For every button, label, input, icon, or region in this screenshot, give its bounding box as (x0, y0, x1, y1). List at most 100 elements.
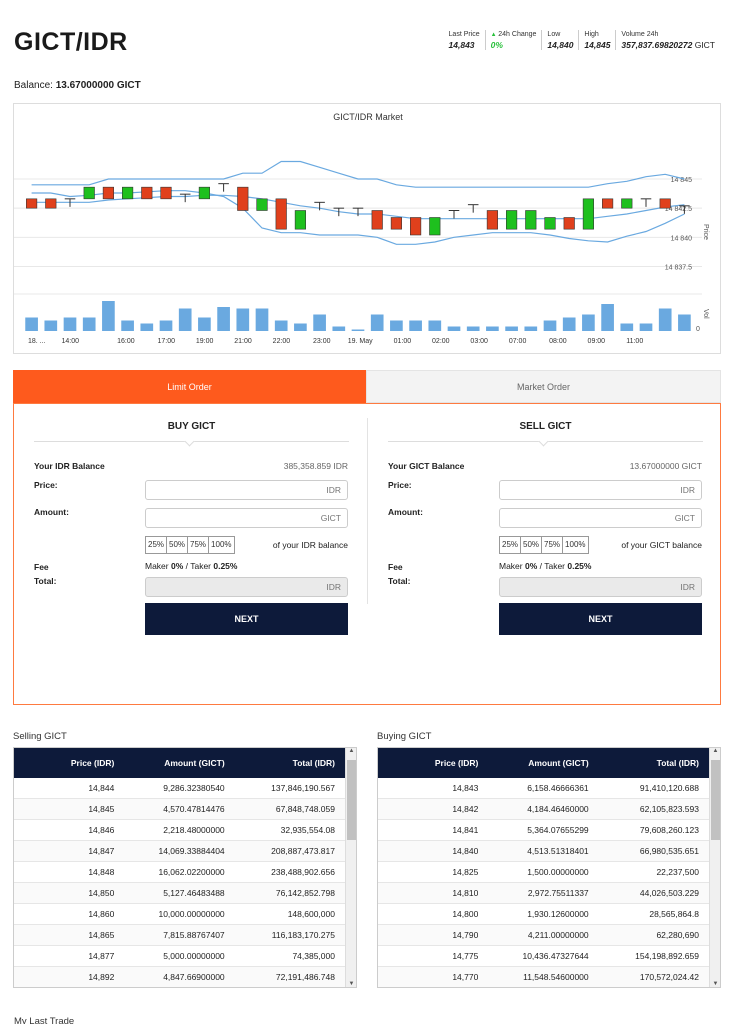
volume-bar (294, 323, 307, 331)
table-cell: 14,844 (88, 783, 115, 793)
page-title: GICT/IDR (14, 28, 128, 56)
table-cell: 14,069.33884404 (158, 846, 225, 856)
amount-input[interactable] (499, 508, 702, 528)
market-chart[interactable]: 14 845 14 842.5 14 840 14 837.5 GICT/IDR Mar… (13, 103, 721, 354)
price-input[interactable] (499, 480, 702, 500)
time-tick-label: 17:00 (157, 338, 175, 345)
volume-bar (236, 308, 250, 331)
table-row[interactable]: 14,790 4,211.00000000 62,280,690 (378, 925, 709, 946)
time-tick-label: 02:00 (432, 338, 450, 345)
table-row[interactable]: 14,825 1,500.00000000 22,237,500 (378, 862, 709, 883)
volume-bar (159, 320, 173, 331)
percent-buttons: 25% 50% 75% 100% (145, 536, 235, 554)
price-label: Price: (388, 480, 412, 490)
scroll-down-icon[interactable]: ▼ (712, 981, 719, 987)
percent-button[interactable]: 25% (145, 536, 168, 554)
volume-bar (102, 301, 115, 331)
balance-value: 13.67000000 GICT (55, 80, 141, 91)
table-row[interactable]: 14,865 7,815.88767407 116,183,170.275 (14, 925, 345, 946)
title-notch (184, 436, 195, 447)
amount-input[interactable] (145, 508, 348, 528)
scrollbar[interactable]: ▲ ▼ (709, 748, 720, 987)
table-row[interactable]: 14,840 4,513.51318401 66,980,535.651 (378, 841, 709, 862)
scroll-down-icon[interactable]: ▼ (348, 981, 355, 987)
scroll-up-icon[interactable]: ▲ (348, 748, 355, 754)
table-row[interactable]: 14,810 2,972.75511337 44,026,503.229 (378, 883, 709, 904)
table-row[interactable]: 14,770 11,548.54600000 170,572,024.42 (378, 967, 709, 987)
candle-down (390, 217, 402, 230)
table-cell: 4,847.66900000 (163, 972, 225, 982)
table-row[interactable]: 14,845 4,570.47814476 67,848,748.059 (14, 799, 345, 820)
table-cell: 11,548.54600000 (523, 972, 589, 982)
percent-button[interactable]: 100% (562, 536, 589, 554)
buying-book[interactable]: Price (IDR) Amount (GICT) Total (IDR) 14,84… (377, 747, 721, 988)
tab-limit-order[interactable]: Limit Order (13, 370, 366, 403)
candle-up (429, 217, 441, 236)
table-row[interactable]: 14,860 10,000.00000000 148,600,000 (14, 904, 345, 925)
volume-bar (447, 326, 461, 331)
balance-label: Balance: (14, 80, 53, 91)
percent-button[interactable]: 25% (499, 536, 522, 554)
table-cell: 14,790 (452, 930, 479, 940)
time-tick-label: 19:00 (196, 338, 214, 345)
price-input[interactable] (145, 480, 348, 500)
scroll-up-icon[interactable]: ▲ (712, 748, 719, 754)
stat-value: 357,837.69820272 GICT (621, 40, 715, 50)
table-cell: 14,840 (452, 846, 479, 856)
percent-button[interactable]: 50% (166, 536, 189, 554)
scrollbar-thumb[interactable] (711, 760, 720, 840)
table-row[interactable]: 14,800 1,930.12600000 28,565,864.8 (378, 904, 709, 925)
price-tick-label: 14 837.5 (665, 265, 692, 272)
buy-next-button[interactable]: NEXT (145, 603, 348, 635)
table-cell: 91,410,120.688 (639, 783, 699, 793)
stat-item: Volume 24h 357,837.69820272 GICT (616, 30, 720, 50)
selling-title: Selling GICT (13, 731, 67, 742)
table-cell: 2,972.75511337 (527, 888, 589, 898)
candle-up (506, 210, 518, 230)
table-cell: 154,198,892.659 (635, 951, 699, 961)
table-cell: 16,062.02200000 (158, 867, 225, 877)
stat-label: Volume 24h (621, 31, 659, 38)
candle-down (237, 186, 249, 211)
table-row[interactable]: 14,848 16,062.02200000 238,488,902.656 (14, 862, 345, 883)
stat-value: 14,843 (448, 40, 475, 50)
table-row[interactable]: 14,841 5,364.07655299 79,608,260.123 (378, 820, 709, 841)
table-row[interactable]: 14,775 10,436.47327644 154,198,892.659 (378, 946, 709, 967)
table-row[interactable]: 14,846 2,218.48000000 32,935,554.08 (14, 820, 345, 841)
percent-button[interactable]: 75% (541, 536, 564, 554)
scrollbar[interactable]: ▲ ▼ (345, 748, 356, 987)
table-cell: 4,184.46460000 (527, 804, 589, 814)
fee-label: Fee (388, 562, 403, 572)
table-row[interactable]: 14,850 5,127.46483488 76,142,852.798 (14, 883, 345, 904)
table-row[interactable]: 14,892 4,847.66900000 72,191,486.748 (14, 967, 345, 987)
percent-button[interactable]: 100% (208, 536, 235, 554)
time-tick-label: 16:00 (117, 338, 135, 345)
percent-button[interactable]: 50% (520, 536, 543, 554)
buy-title: BUY GICT (167, 421, 216, 432)
total-input (499, 577, 702, 597)
table-cell: 14,775 (452, 951, 479, 961)
table-cell: 32,935,554.08 (280, 825, 335, 835)
percent-button[interactable]: 75% (187, 536, 210, 554)
sell-next-button[interactable]: NEXT (499, 603, 702, 635)
table-cell: 137,846,190.567 (271, 783, 335, 793)
chart-svg[interactable]: 14 845 14 842.5 14 840 14 837.5 GICT/IDR Mar… (14, 104, 722, 355)
candle-down (486, 210, 498, 230)
time-tick-label: 21:00 (234, 338, 252, 345)
table-cell: 238,488,902.656 (271, 867, 335, 877)
volume-bar (351, 329, 365, 331)
table-row[interactable]: 14,843 6,158.46666361 91,410,120.688 (378, 778, 709, 799)
table-row[interactable]: 14,842 4,184.46460000 62,105,823.593 (378, 799, 709, 820)
candle-up (83, 186, 95, 200)
table-row[interactable]: 14,847 14,069.33884404 208,887,473.817 (14, 841, 345, 862)
table-cell: 14,810 (452, 888, 479, 898)
amount-label: Amount: (388, 507, 423, 517)
scrollbar-thumb[interactable] (347, 760, 356, 840)
percent-note: of your GICT balance (621, 540, 702, 550)
tab-market-order[interactable]: Market Order (366, 370, 721, 403)
selling-book[interactable]: Price (IDR) Amount (GICT) Total (IDR) 14,84… (13, 747, 357, 988)
table-row[interactable]: 14,844 9,286.32380540 137,846,190.567 (14, 778, 345, 799)
column-header: Price (IDR) (70, 758, 115, 768)
table-cell: 14,845 (88, 804, 115, 814)
table-row[interactable]: 14,877 5,000.00000000 74,385,000 (14, 946, 345, 967)
